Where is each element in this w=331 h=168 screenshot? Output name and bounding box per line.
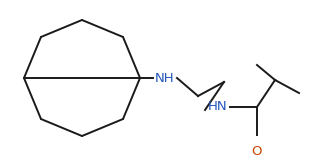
Text: NH: NH [155, 72, 175, 85]
Text: HN: HN [208, 100, 228, 114]
Text: O: O [252, 145, 262, 158]
